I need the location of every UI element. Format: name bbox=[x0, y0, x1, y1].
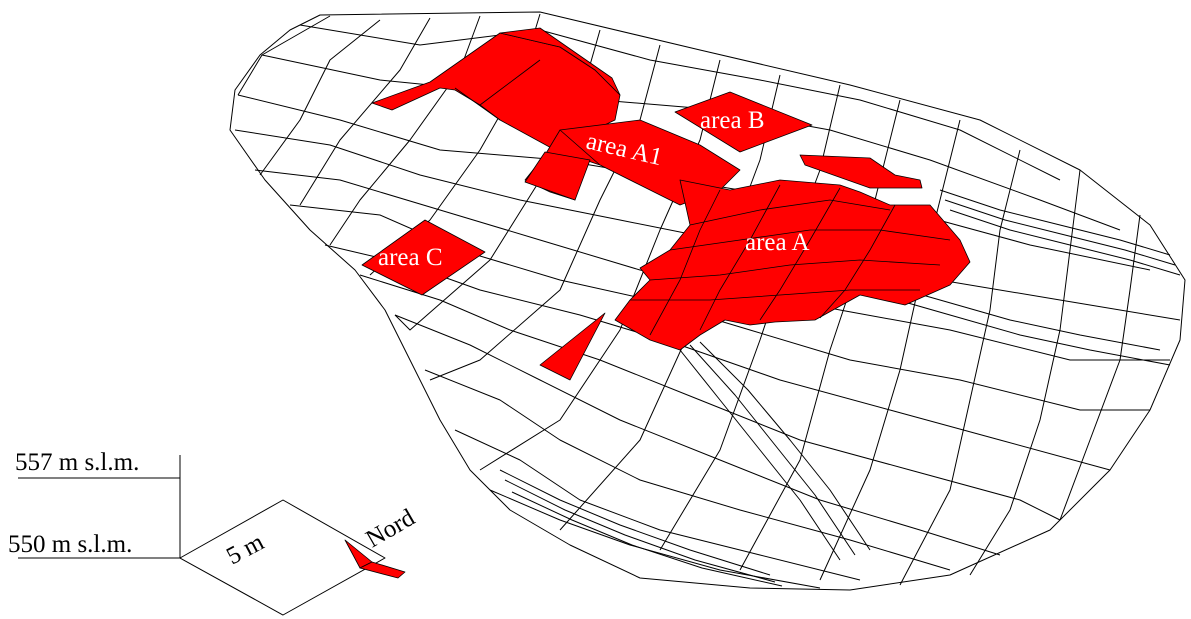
north-label: Nord bbox=[362, 504, 420, 553]
area-east-strip bbox=[799, 154, 923, 189]
area-b-patch bbox=[674, 91, 813, 153]
terrain-mesh bbox=[234, 13, 1181, 589]
north-arrow: Nord bbox=[344, 504, 420, 579]
area-sw-wedge bbox=[539, 312, 606, 381]
area-a-label: area A bbox=[745, 229, 810, 256]
excavated-grid bbox=[454, 59, 951, 336]
terrain-outline bbox=[229, 11, 1186, 591]
area-c-patch bbox=[361, 219, 486, 296]
elevation-scale: 557 m s.l.m. 550 m s.l.m. bbox=[8, 449, 181, 559]
area-nw-block-2 bbox=[499, 27, 621, 96]
area-a1-left bbox=[524, 151, 591, 201]
area-c-label: area C bbox=[378, 244, 443, 271]
excavated-areas bbox=[361, 27, 971, 381]
horizontal-scale-label: 5 m bbox=[222, 528, 269, 570]
elevation-top-label: 557 m s.l.m. bbox=[15, 449, 139, 476]
area-b-label: area B bbox=[700, 107, 765, 134]
elevation-bottom-label: 550 m s.l.m. bbox=[8, 531, 132, 558]
